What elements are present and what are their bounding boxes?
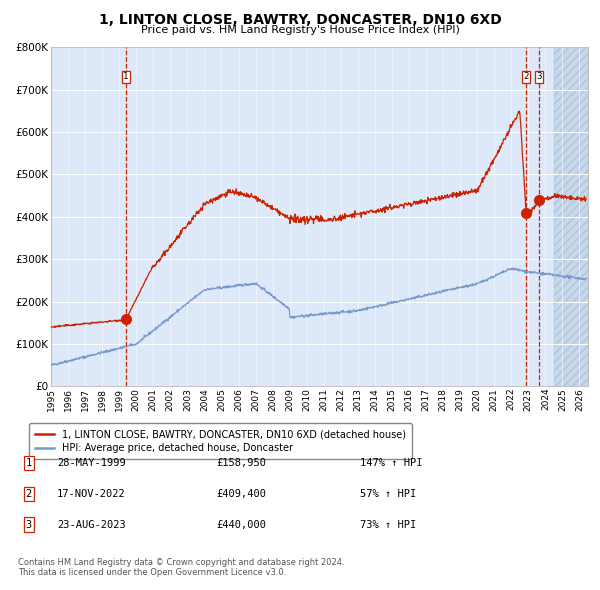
Text: £158,950: £158,950 <box>216 458 266 468</box>
Text: 2: 2 <box>26 489 32 499</box>
Text: 3: 3 <box>536 73 542 81</box>
Text: 57% ↑ HPI: 57% ↑ HPI <box>360 489 416 499</box>
Text: 73% ↑ HPI: 73% ↑ HPI <box>360 520 416 529</box>
Text: Contains HM Land Registry data © Crown copyright and database right 2024.
This d: Contains HM Land Registry data © Crown c… <box>18 558 344 577</box>
Text: 147% ↑ HPI: 147% ↑ HPI <box>360 458 422 468</box>
Text: 23-AUG-2023: 23-AUG-2023 <box>57 520 126 529</box>
Text: 2: 2 <box>524 73 529 81</box>
Text: £440,000: £440,000 <box>216 520 266 529</box>
Legend: 1, LINTON CLOSE, BAWTRY, DONCASTER, DN10 6XD (detached house), HPI: Average pric: 1, LINTON CLOSE, BAWTRY, DONCASTER, DN10… <box>29 423 412 459</box>
Text: 28-MAY-1999: 28-MAY-1999 <box>57 458 126 468</box>
Text: Price paid vs. HM Land Registry's House Price Index (HPI): Price paid vs. HM Land Registry's House … <box>140 25 460 35</box>
Text: 1: 1 <box>123 73 128 81</box>
Text: 17-NOV-2022: 17-NOV-2022 <box>57 489 126 499</box>
Text: 1: 1 <box>26 458 32 468</box>
Bar <box>554 47 588 386</box>
Text: £409,400: £409,400 <box>216 489 266 499</box>
Text: 1, LINTON CLOSE, BAWTRY, DONCASTER, DN10 6XD: 1, LINTON CLOSE, BAWTRY, DONCASTER, DN10… <box>98 13 502 27</box>
Text: 3: 3 <box>26 520 32 529</box>
